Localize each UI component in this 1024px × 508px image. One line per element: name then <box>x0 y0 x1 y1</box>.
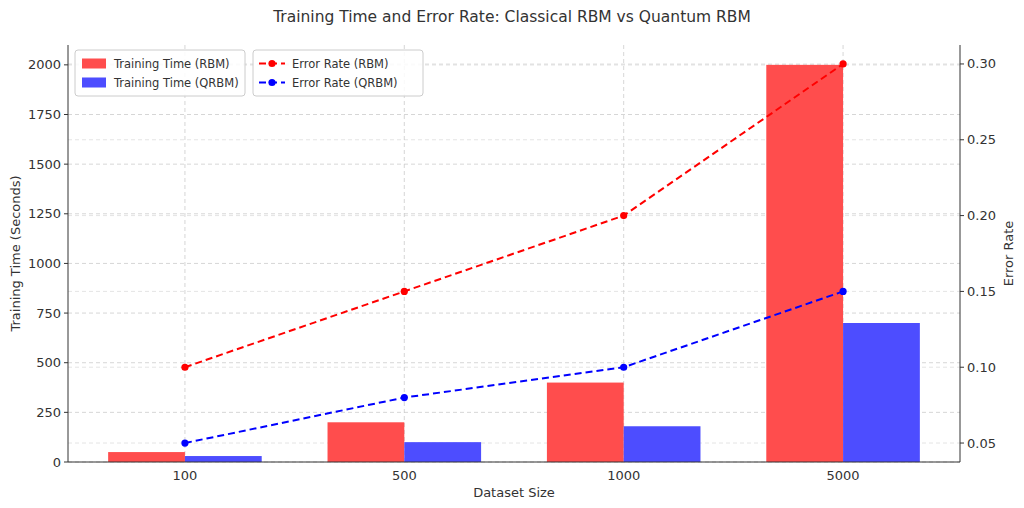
bar <box>766 65 843 462</box>
legend-marker <box>268 60 275 67</box>
y2-tick <box>960 367 964 368</box>
bar <box>843 323 920 462</box>
y2-tick-label: 0.05 <box>967 436 996 451</box>
bar <box>547 383 624 462</box>
bar <box>108 452 185 462</box>
y-tick-label: 2000 <box>28 57 61 72</box>
legend-box <box>253 50 423 96</box>
legend-key <box>82 59 106 69</box>
x-axis <box>68 462 960 463</box>
marker <box>401 288 408 295</box>
line <box>185 64 843 367</box>
y2-axis-label: Error Rate <box>1001 221 1016 287</box>
bar <box>624 426 701 462</box>
chart-root: Training Time and Error Rate: Classical … <box>0 0 1024 508</box>
y-tick-label: 1250 <box>28 206 61 221</box>
y-tick <box>64 462 68 463</box>
y2-tick-label: 0.20 <box>967 208 996 223</box>
y-tick-label: 500 <box>36 355 61 370</box>
legend: Error Rate (RBM) Error Rate (QRBM) <box>253 50 423 96</box>
y-tick-label: 0 <box>53 455 61 470</box>
y-axis-label: Training Time (Seconds) <box>8 175 23 332</box>
x-axis-label: Dataset Size <box>473 485 555 500</box>
y-tick <box>64 263 68 264</box>
chart: Training Time and Error Rate: Classical … <box>0 0 1024 508</box>
y2-tick-label: 0.25 <box>967 132 996 147</box>
legend-label: Training Time (QRBM) <box>113 76 239 90</box>
y2-tick <box>960 443 964 444</box>
legend-label: Error Rate (QRBM) <box>292 76 398 90</box>
y-tick-label: 1000 <box>28 256 61 271</box>
y-tick <box>64 313 68 314</box>
y2-tick-label: 0.30 <box>967 56 996 71</box>
y-tick-label: 750 <box>36 306 61 321</box>
y-tick-label: 1500 <box>28 157 61 172</box>
x-tick-label: 1000 <box>607 468 640 483</box>
marker <box>181 439 188 446</box>
legend-key <box>82 78 106 88</box>
y2-tick <box>960 291 964 292</box>
x-tick-label: 500 <box>392 468 417 483</box>
marks <box>108 60 920 462</box>
axes: 0 250 500 750 1000 1250 1500 1750 2000 0.05 0.10 0.… <box>28 45 996 483</box>
marker <box>181 364 188 371</box>
y-tick-label: 250 <box>36 405 61 420</box>
bar <box>328 422 405 462</box>
y2-tick <box>960 139 964 140</box>
marker <box>401 394 408 401</box>
y2-axis <box>960 45 961 462</box>
marker <box>839 288 846 295</box>
marker <box>839 60 846 67</box>
y-tick <box>64 213 68 214</box>
y2-tick-label: 0.15 <box>967 284 996 299</box>
y-tick <box>64 64 68 65</box>
y-tick <box>64 412 68 413</box>
y-tick-label: 1750 <box>28 107 61 122</box>
legend-label: Training Time (RBM) <box>113 57 230 71</box>
y-tick <box>64 114 68 115</box>
legend-marker <box>268 79 275 86</box>
x-tick-label: 5000 <box>827 468 860 483</box>
legend-box <box>75 50 245 96</box>
grid-line <box>68 462 960 463</box>
grid-line-x <box>184 45 185 462</box>
y2-tick-label: 0.10 <box>967 360 996 375</box>
x-tick-label: 100 <box>173 468 198 483</box>
y2-tick <box>960 63 964 64</box>
y-tick <box>64 362 68 363</box>
legend-label: Error Rate (RBM) <box>292 57 389 71</box>
y2-tick <box>960 215 964 216</box>
title: Training Time and Error Rate: Classical … <box>272 8 751 26</box>
marker <box>620 212 627 219</box>
grid <box>68 45 960 462</box>
marker <box>620 364 627 371</box>
legend: Training Time (RBM) Training Time (QRBM) <box>75 50 245 96</box>
y-axis <box>68 45 69 462</box>
y-tick <box>64 164 68 165</box>
bar <box>404 442 481 462</box>
bar <box>185 456 262 462</box>
line <box>185 291 843 443</box>
